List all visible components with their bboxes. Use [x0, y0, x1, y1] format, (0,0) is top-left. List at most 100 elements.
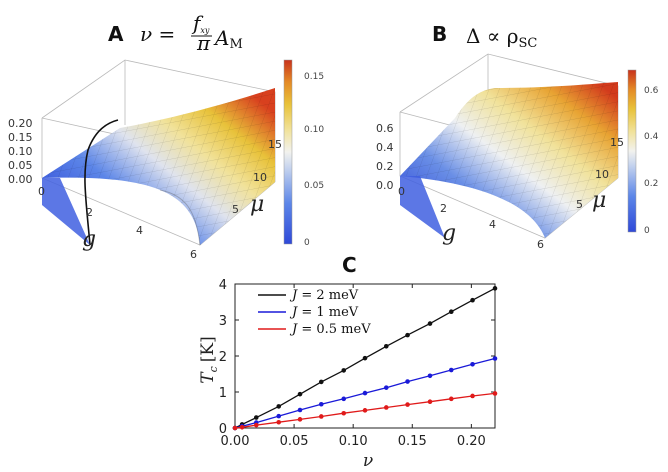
panel-c-data-point — [276, 404, 282, 409]
panel-a-z-ticks: 0.20 0.15 0.10 0.05 0.00 — [8, 117, 33, 186]
panel-c-data-point — [362, 390, 368, 396]
panel-a-mu-tick: 5 — [232, 203, 239, 216]
panel-c-data-point — [253, 415, 259, 420]
panel-a-g-tick: 6 — [190, 248, 197, 261]
panel-c-data-point — [341, 410, 347, 416]
panel-c-data-point — [383, 405, 389, 410]
panel-c-x-label: ν — [363, 451, 373, 471]
panel-c-x-tick-label: 0.15 — [398, 434, 427, 449]
panel-c-legend-label: J = 1 meV — [289, 305, 359, 320]
panel-b-cbar-tick: 0.6 — [644, 86, 659, 96]
panel-a-mu-label: μ — [250, 192, 264, 217]
panel-c-data-point — [297, 391, 303, 397]
panel-b-z-tick: 0.2 — [376, 160, 394, 173]
panel-a-mu-tick: 10 — [253, 171, 267, 184]
panel-b-mu-tick: 15 — [610, 136, 624, 149]
panel-a-g-tick: 2 — [86, 206, 93, 219]
panel-a-z-tick: 0.10 — [8, 145, 33, 158]
panel-b-colorbar: 0.6 0.4 0.2 0 — [627, 69, 659, 236]
panel-c-data-point — [405, 379, 410, 384]
panel-c-data-point — [297, 417, 303, 422]
panel-c-data-point — [405, 402, 410, 407]
panel-a-cbar-tick: 0.15 — [304, 72, 324, 82]
panel-b-mu-label: μ — [592, 188, 606, 213]
panel-c-series-line — [234, 287, 496, 429]
panel-c-series — [232, 286, 498, 431]
panel-a-z-tick: 0.15 — [8, 131, 33, 144]
panel-b: B Δ ∝ ρSC 0.6 0.4 0.2 0.0 0 2 4 6 g — [376, 22, 659, 251]
panel-c-data-point — [492, 391, 498, 396]
panel-a-title-rhs: AM — [213, 26, 243, 52]
panel-c-data-point — [318, 401, 324, 407]
panel-c-y-tick-label: 3 — [219, 314, 227, 329]
panel-c-y-tick-label: 1 — [219, 386, 227, 401]
panel-b-g-tick: 6 — [537, 238, 544, 251]
panel-b-mu-tick: 10 — [595, 168, 609, 181]
panel-c-data-point — [341, 368, 347, 373]
panel-a-cbar-tick: 0.10 — [304, 125, 324, 135]
panel-c-data-point — [232, 425, 238, 431]
panel-c-data-point — [405, 332, 410, 338]
panel-c-data-point — [297, 407, 303, 413]
panel-c-data-point — [341, 396, 347, 402]
panel-b-cbar-tick: 0.4 — [644, 132, 659, 142]
panel-b-g-ticks: 0 2 4 6 — [398, 185, 544, 251]
panel-c-y-tick-label: 4 — [219, 278, 227, 293]
panel-c-data-point — [427, 373, 433, 379]
panel-a-surface — [42, 88, 275, 246]
panel-c-data-point — [276, 419, 282, 425]
panel-c-data-point — [448, 367, 454, 373]
panel-b-z-tick: 0.0 — [376, 179, 394, 192]
panel-b-title: Δ ∝ ρSC — [466, 24, 537, 51]
panel-b-mu-tick: 5 — [576, 198, 583, 211]
panel-c-data-point — [427, 321, 433, 326]
panel-c-legend: J = 2 meV J = 1 meV J = 0.5 meV — [258, 288, 371, 337]
panel-a-z-tick: 0.20 — [8, 117, 33, 130]
panel-a-g-tick: 0 — [38, 185, 45, 198]
panel-b-z-tick: 0.4 — [376, 141, 394, 154]
panel-a-cbar-tick: 0.05 — [304, 181, 324, 191]
panel-c: C 0 1 2 3 4 0.00 0.05 0.10 0.15 0.20 Tc[K] ν J =… — [198, 253, 498, 471]
panel-b-cbar-tick: 0 — [644, 226, 650, 236]
panel-b-g-tick: 0 — [398, 185, 405, 198]
panel-b-z-ticks: 0.6 0.4 0.2 0.0 — [376, 122, 394, 192]
panel-a-z-tick: 0.05 — [8, 159, 33, 172]
panel-c-data-point — [448, 396, 454, 402]
panel-c-data-point — [492, 286, 498, 291]
panel-c-legend-label: J = 2 meV — [289, 288, 359, 303]
panel-b-mu-ticks: 15 10 5 — [576, 136, 624, 211]
panel-c-x-ticks: 0.00 0.05 0.10 0.15 0.20 — [221, 284, 486, 449]
panel-c-data-point — [427, 399, 433, 405]
panel-a-g-ticks: 0 2 4 6 — [38, 185, 197, 261]
panel-a-cbar-tick: 0 — [304, 238, 310, 248]
panel-c-y-label: Tc[K] — [198, 336, 220, 383]
panel-c-data-point — [383, 385, 389, 390]
panel-a-mu-tick: 15 — [268, 138, 282, 151]
panel-c-data-point — [239, 424, 245, 430]
panel-b-letter: B — [432, 22, 447, 46]
panel-b-z-tick: 0.6 — [376, 122, 394, 135]
panel-a-g-tick: 4 — [136, 224, 143, 237]
panel-a-title-den: π — [196, 31, 211, 55]
panel-c-data-point — [318, 379, 324, 385]
panel-c-data-point — [470, 361, 475, 367]
panel-b-g-tick: 2 — [440, 202, 447, 215]
panel-c-x-tick-label: 0.10 — [339, 434, 368, 449]
panel-a-mu-ticks: 15 10 5 — [232, 138, 282, 216]
panel-c-data-point — [362, 408, 368, 413]
panel-c-y-tick-label: 2 — [219, 350, 227, 365]
panel-c-x-tick-label: 0.05 — [280, 434, 309, 449]
panel-c-legend-label: J = 0.5 meV — [289, 322, 371, 337]
panel-b-surface — [400, 82, 618, 238]
panel-a-colorbar: 0.15 0.10 0.05 0 — [283, 59, 324, 248]
panel-a-letter: A — [108, 22, 124, 46]
panel-b-cbar-tick: 0.2 — [644, 179, 658, 189]
panel-c-data-point — [276, 413, 282, 419]
panel-c-data-point — [362, 355, 368, 361]
panel-a-title-lhs: ν = — [140, 22, 175, 46]
panel-b-g-tick: 4 — [489, 218, 496, 231]
panel-c-letter: C — [342, 253, 357, 277]
panel-c-series-line — [234, 357, 496, 429]
panel-a-title: ν = fxy π AM — [140, 11, 243, 55]
